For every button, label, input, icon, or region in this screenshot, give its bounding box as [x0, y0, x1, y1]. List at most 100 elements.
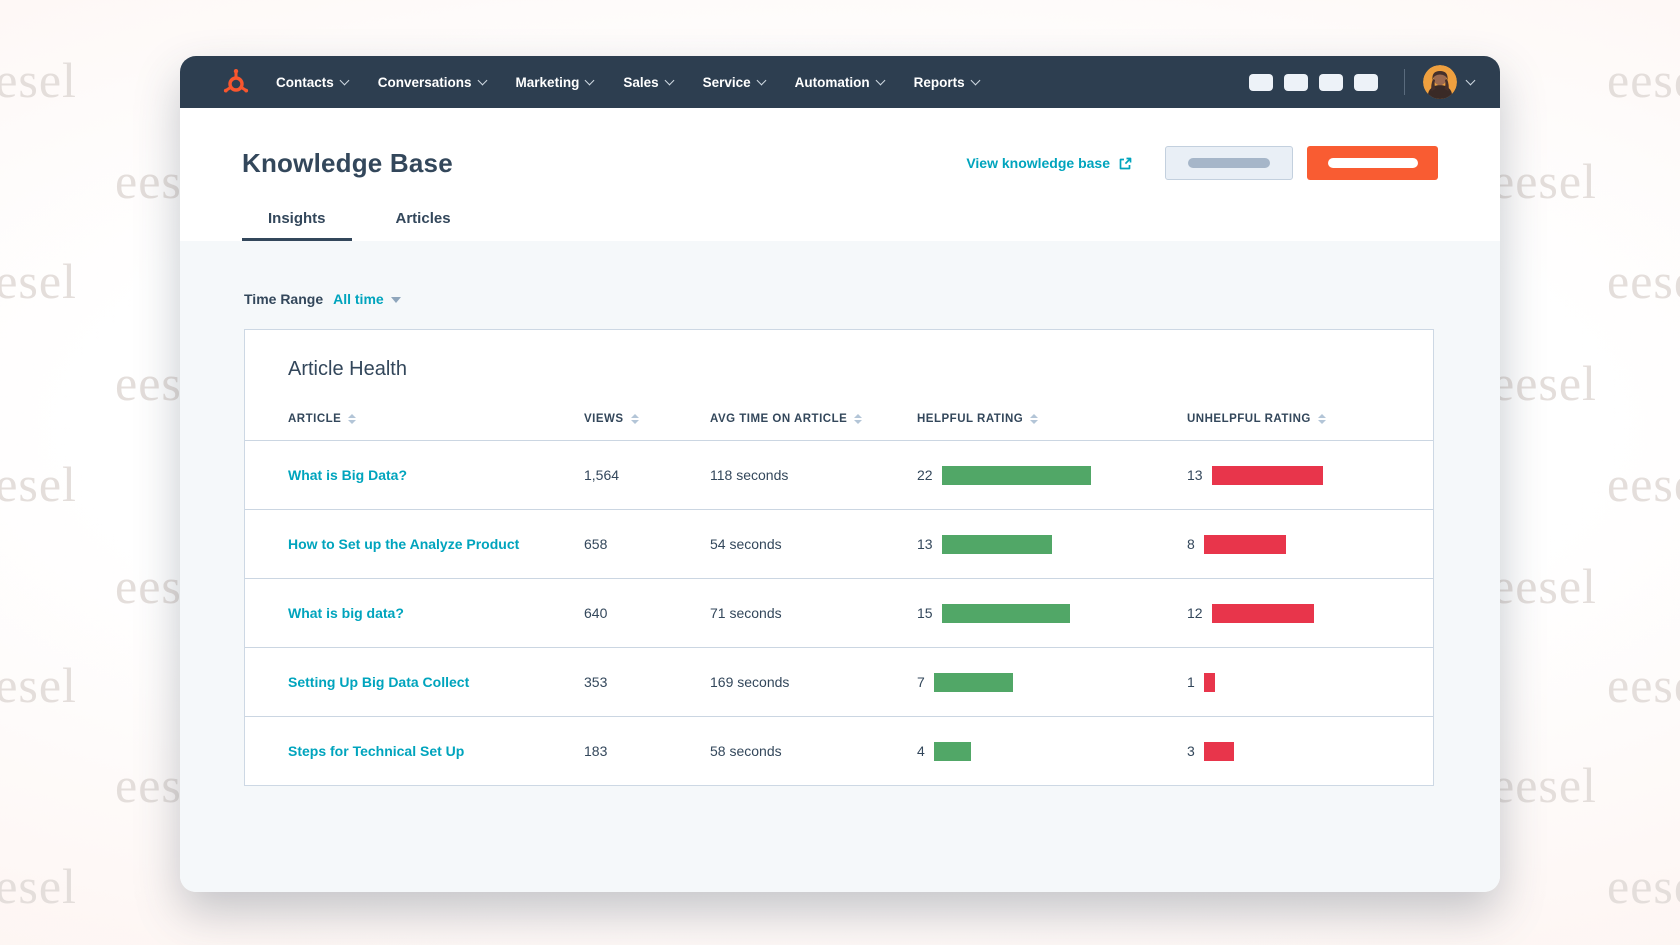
rating-count: 22: [917, 467, 933, 483]
rating-count: 12: [1187, 605, 1203, 621]
unhelpful-rating: 1: [1187, 672, 1393, 692]
nav-item-label: Conversations: [377, 74, 472, 90]
avg-time-value: 54 seconds: [710, 536, 782, 552]
nav-toolbar-icon[interactable]: [1354, 73, 1378, 91]
watermark-text: eesel: [1492, 355, 1597, 411]
time-range-label: Time Range: [244, 291, 324, 307]
chevron-down-icon: [584, 75, 595, 85]
rating-count: 3: [1187, 743, 1195, 759]
rating-count: 13: [1187, 467, 1203, 483]
article-health-card: Article Health ARTICLE VIEWS AVG TIME ON A…: [244, 329, 1434, 786]
nav-toolbar-icon[interactable]: [1249, 73, 1273, 91]
view-knowledge-base-link[interactable]: View knowledge base: [966, 155, 1133, 171]
tab-bar: Insights Articles: [242, 210, 1438, 241]
primary-action-button[interactable]: [1307, 146, 1438, 180]
watermark-text: eesel: [1492, 558, 1597, 614]
nav-item-label: Automation: [794, 74, 870, 90]
tab-articles[interactable]: Articles: [395, 210, 451, 227]
helpful-rating: 4: [917, 741, 1187, 761]
column-header-article[interactable]: ARTICLE: [288, 413, 584, 425]
column-header-label: ARTICLE: [288, 413, 342, 425]
watermark-text: eesel: [0, 52, 77, 108]
nav-menu: Contacts Conversations Marketing Sales Servi…: [276, 74, 981, 90]
views-value: 1,564: [584, 467, 620, 483]
watermark-text: eesel: [1492, 757, 1597, 813]
time-range-filter: Time Range All time: [244, 291, 1436, 307]
sort-icon[interactable]: [630, 413, 639, 425]
helpful-bar: [933, 741, 971, 761]
nav-item-marketing[interactable]: Marketing: [516, 75, 595, 90]
helpful-bar: [933, 672, 1013, 692]
chevron-down-icon: [664, 75, 675, 85]
sort-icon[interactable]: [1030, 413, 1039, 425]
column-header-views[interactable]: VIEWS: [584, 413, 710, 425]
watermark-text: eesel: [1607, 253, 1680, 309]
article-link[interactable]: What is Big Data?: [288, 467, 408, 483]
card-title: Article Health: [288, 358, 407, 380]
account-chevron-down-icon[interactable]: [1465, 75, 1476, 85]
table-header-row: ARTICLE VIEWS AVG TIME ON ARTICLE HELPFUL R…: [245, 413, 1433, 441]
helpful-bar: [941, 534, 1052, 554]
unhelpful-bar: [1203, 741, 1234, 761]
unhelpful-rating: 13: [1187, 465, 1393, 485]
tab-insights[interactable]: Insights: [242, 210, 352, 241]
article-link[interactable]: Setting Up Big Data Collect: [288, 674, 470, 690]
table-row: How to Set up the Analyze Product 658 54 s…: [245, 510, 1433, 579]
button-label-placeholder: [1327, 158, 1418, 168]
sort-icon[interactable]: [1317, 413, 1326, 425]
watermark-text: eesel: [0, 858, 77, 914]
nav-item-label: Sales: [623, 74, 659, 90]
page-title: Knowledge Base: [242, 147, 453, 178]
watermark-text: eesel: [1607, 858, 1680, 914]
nav-item-contacts[interactable]: Contacts: [276, 75, 350, 90]
time-range-dropdown[interactable]: All time: [333, 291, 401, 307]
rating-count: 13: [917, 536, 933, 552]
rating-count: 4: [917, 743, 925, 759]
nav-toolbar-icon[interactable]: [1284, 73, 1308, 91]
article-link[interactable]: What is big data?: [288, 605, 404, 621]
helpful-rating: 7: [917, 672, 1187, 692]
sort-icon[interactable]: [854, 413, 863, 425]
sort-icon[interactable]: [348, 413, 357, 425]
avg-time-value: 71 seconds: [710, 605, 782, 621]
helpful-bar: [941, 603, 1070, 623]
column-header-avg-time-on-article[interactable]: AVG TIME ON ARTICLE: [710, 413, 917, 425]
watermark-text: eesel: [1607, 657, 1680, 713]
secondary-action-button[interactable]: [1165, 146, 1293, 180]
table-body: What is Big Data? 1,564 118 seconds 22 13 How…: [245, 441, 1433, 785]
views-value: 658: [584, 536, 608, 552]
user-avatar[interactable]: [1423, 65, 1457, 99]
chevron-down-icon: [970, 75, 981, 85]
nav-toolbar-icon[interactable]: [1319, 73, 1343, 91]
watermark-text: eesel: [1492, 153, 1597, 209]
column-header-unhelpful-rating[interactable]: UNHELPFUL RATING: [1187, 413, 1393, 425]
caret-down-icon: [390, 297, 401, 303]
table-row: What is big data? 640 71 seconds 15 12: [245, 579, 1433, 648]
helpful-rating: 22: [917, 465, 1187, 485]
unhelpful-rating: 3: [1187, 741, 1393, 761]
chevron-down-icon: [339, 75, 350, 85]
unhelpful-rating: 12: [1187, 603, 1393, 623]
nav-item-automation[interactable]: Automation: [794, 74, 886, 90]
unhelpful-bar: [1211, 465, 1323, 485]
top-nav: Contacts Conversations Marketing Sales Servi…: [180, 56, 1500, 108]
rating-count: 15: [917, 605, 933, 621]
nav-item-conversations[interactable]: Conversations: [377, 74, 487, 90]
table-row: What is Big Data? 1,564 118 seconds 22 13: [245, 441, 1433, 510]
article-link[interactable]: How to Set up the Analyze Product: [288, 536, 520, 552]
article-link[interactable]: Steps for Technical Set Up: [288, 743, 465, 759]
unhelpful-bar: [1211, 603, 1314, 623]
helpful-rating: 15: [917, 603, 1187, 623]
nav-item-label: Reports: [913, 74, 965, 90]
nav-divider: [1404, 69, 1405, 95]
chevron-down-icon: [875, 75, 886, 85]
app-window: Contacts Conversations Marketing Sales Servi…: [180, 56, 1500, 892]
avg-time-value: 58 seconds: [710, 743, 782, 759]
nav-item-service[interactable]: Service: [703, 75, 767, 90]
views-value: 183: [584, 743, 608, 759]
nav-item-reports[interactable]: Reports: [913, 74, 981, 90]
watermark-text: eesel: [1607, 456, 1680, 512]
nav-item-sales[interactable]: Sales: [623, 74, 675, 90]
column-header-helpful-rating[interactable]: HELPFUL RATING: [917, 413, 1187, 425]
hubspot-logo-icon[interactable]: [220, 67, 250, 97]
